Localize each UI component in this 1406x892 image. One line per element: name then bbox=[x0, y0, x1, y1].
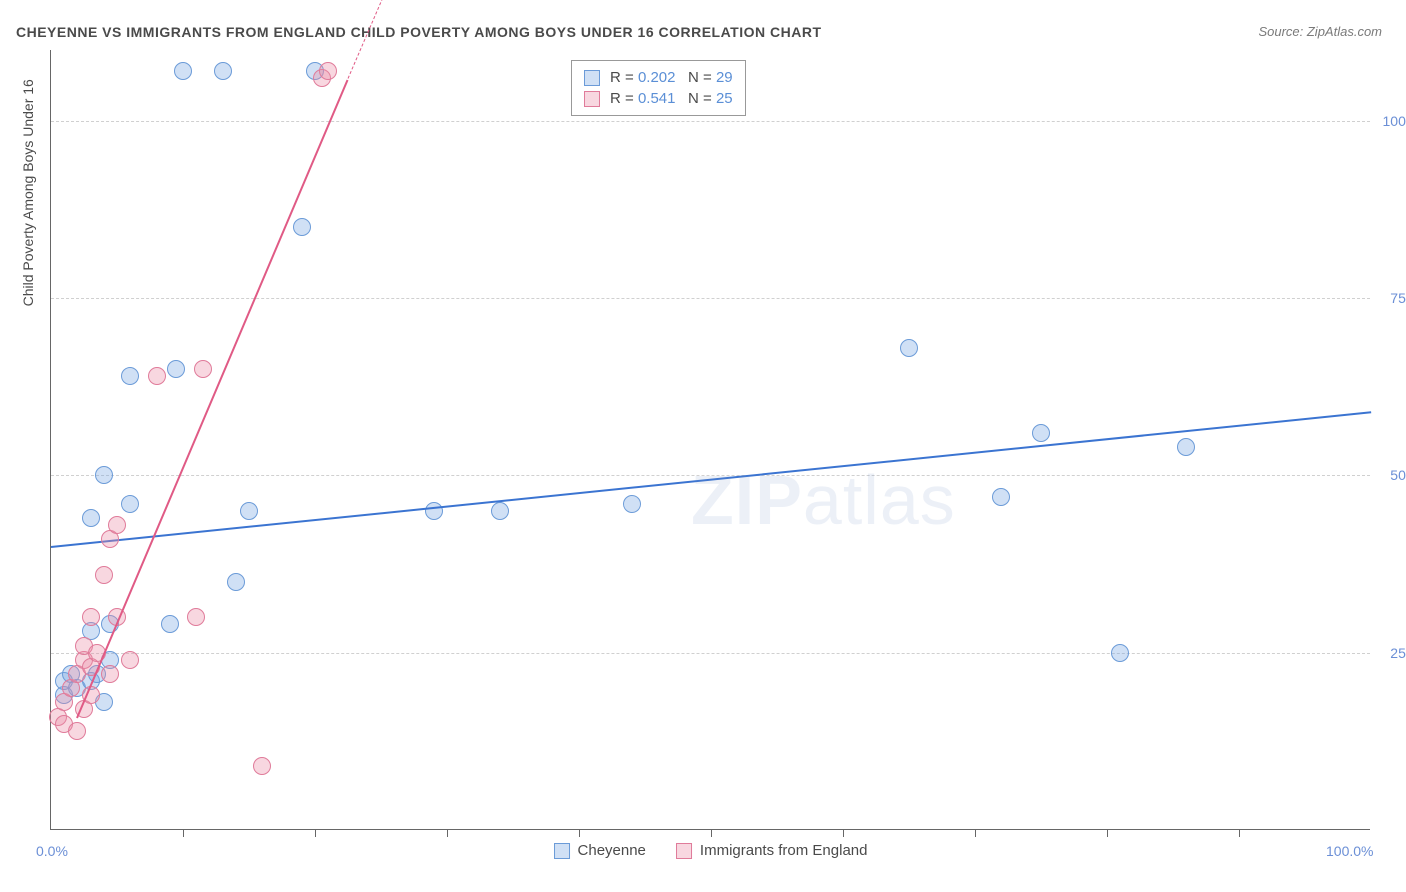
stats-text: R = 0.541 N = 25 bbox=[610, 90, 733, 107]
xtick bbox=[1239, 829, 1240, 837]
scatter-point bbox=[1177, 438, 1195, 456]
legend-swatch bbox=[584, 91, 600, 107]
scatter-point bbox=[293, 218, 311, 236]
scatter-point bbox=[253, 757, 271, 775]
stats-row: R = 0.202 N = 29 bbox=[584, 67, 733, 88]
xtick bbox=[1107, 829, 1108, 837]
legend-swatch bbox=[584, 70, 600, 86]
trendline bbox=[51, 412, 1371, 549]
scatter-point bbox=[95, 466, 113, 484]
xtick-label: 0.0% bbox=[36, 843, 68, 859]
scatter-point bbox=[227, 573, 245, 591]
ytick-label: 50.0% bbox=[1390, 467, 1406, 483]
scatter-point bbox=[121, 367, 139, 385]
stats-box: R = 0.202 N = 29 R = 0.541 N = 25 bbox=[571, 60, 746, 116]
xtick-label: 100.0% bbox=[1326, 843, 1373, 859]
scatter-point bbox=[623, 495, 641, 513]
chart-title: CHEYENNE VS IMMIGRANTS FROM ENGLAND CHIL… bbox=[16, 24, 822, 40]
watermark: ZIPatlas bbox=[691, 460, 956, 540]
legend-swatch bbox=[554, 843, 570, 859]
scatter-point bbox=[101, 665, 119, 683]
legend: Cheyenne Immigrants from England bbox=[554, 842, 868, 859]
scatter-point bbox=[82, 608, 100, 626]
scatter-point bbox=[167, 360, 185, 378]
scatter-point bbox=[108, 516, 126, 534]
scatter-point bbox=[187, 608, 205, 626]
ytick-label: 100.0% bbox=[1383, 113, 1406, 129]
gridline-h bbox=[51, 475, 1370, 476]
scatter-point bbox=[425, 502, 443, 520]
xtick bbox=[975, 829, 976, 837]
scatter-point bbox=[95, 566, 113, 584]
scatter-point bbox=[121, 495, 139, 513]
xtick bbox=[711, 829, 712, 837]
xtick bbox=[315, 829, 316, 837]
xtick bbox=[579, 829, 580, 837]
legend-item: Immigrants from England bbox=[676, 842, 868, 859]
trendline bbox=[76, 79, 348, 718]
scatter-point bbox=[240, 502, 258, 520]
scatter-point bbox=[900, 339, 918, 357]
xtick bbox=[183, 829, 184, 837]
scatter-point bbox=[161, 615, 179, 633]
scatter-point bbox=[121, 651, 139, 669]
scatter-point bbox=[319, 62, 337, 80]
ytick-label: 25.0% bbox=[1390, 645, 1406, 661]
scatter-point bbox=[1032, 424, 1050, 442]
y-axis-label: Child Poverty Among Boys Under 16 bbox=[20, 79, 36, 306]
gridline-h bbox=[51, 298, 1370, 299]
scatter-point bbox=[491, 502, 509, 520]
scatter-point bbox=[1111, 644, 1129, 662]
scatter-point bbox=[214, 62, 232, 80]
legend-swatch bbox=[676, 843, 692, 859]
gridline-h bbox=[51, 121, 1370, 122]
scatter-point bbox=[174, 62, 192, 80]
scatter-point bbox=[992, 488, 1010, 506]
stats-text: R = 0.202 N = 29 bbox=[610, 69, 733, 86]
scatter-point bbox=[82, 509, 100, 527]
chart-source: Source: ZipAtlas.com bbox=[1258, 24, 1382, 39]
scatter-point bbox=[68, 722, 86, 740]
xtick bbox=[447, 829, 448, 837]
gridline-h bbox=[51, 653, 1370, 654]
plot-area: 25.0%50.0%75.0%100.0%0.0%100.0%R = 0.202… bbox=[50, 50, 1370, 830]
stats-row: R = 0.541 N = 25 bbox=[584, 88, 733, 109]
ytick-label: 75.0% bbox=[1390, 290, 1406, 306]
scatter-point bbox=[148, 367, 166, 385]
legend-label: Immigrants from England bbox=[700, 842, 868, 859]
xtick bbox=[843, 829, 844, 837]
scatter-point bbox=[194, 360, 212, 378]
legend-item: Cheyenne bbox=[554, 842, 646, 859]
legend-label: Cheyenne bbox=[578, 842, 646, 859]
